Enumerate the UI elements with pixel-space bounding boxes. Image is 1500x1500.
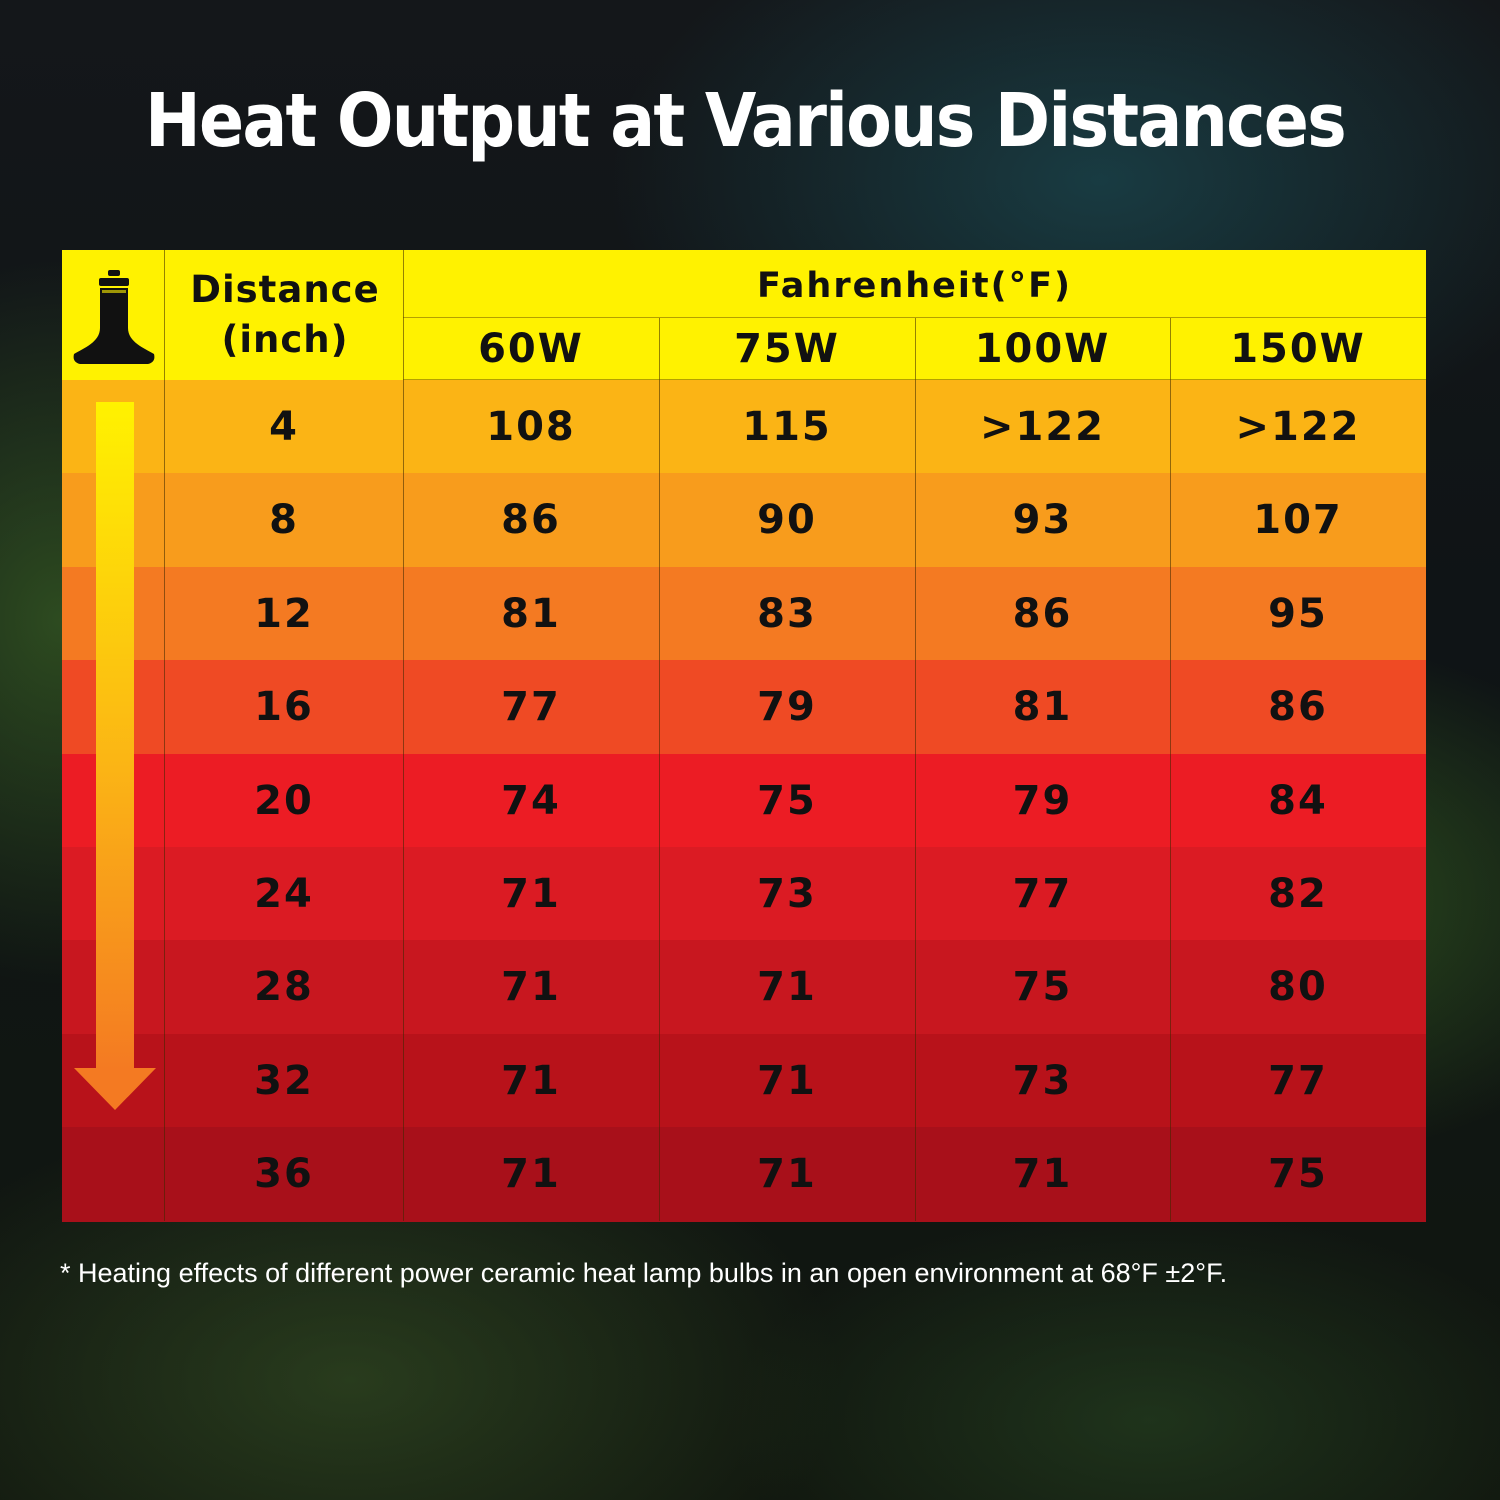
temperature-cell: >122 xyxy=(1235,404,1361,450)
temperature-cell: 81 xyxy=(501,590,561,637)
distance-cell: 32 xyxy=(254,1057,314,1104)
distance-header-line1: Distance xyxy=(190,268,380,311)
column-header-100w: 100W xyxy=(974,326,1111,372)
temperature-cell: 81 xyxy=(1012,684,1073,731)
distance-cell: 12 xyxy=(254,590,314,637)
temperature-cell: 93 xyxy=(1012,497,1073,544)
temperature-cell: 71 xyxy=(1012,1151,1073,1198)
temperature-cell: 71 xyxy=(501,964,561,1011)
temperature-cell: 75 xyxy=(1012,964,1073,1011)
column-header-150w: 150W xyxy=(1230,326,1366,372)
temperature-cell: 95 xyxy=(1268,590,1328,637)
temperature-cell: 77 xyxy=(501,684,561,731)
temperature-cell: 86 xyxy=(1268,684,1328,731)
temperature-cell: 77 xyxy=(1268,1057,1328,1104)
temperature-cell: 71 xyxy=(757,1151,817,1198)
row-band-1 xyxy=(62,473,1426,568)
temperature-cell: 86 xyxy=(501,497,561,544)
temperature-cell: 71 xyxy=(501,1151,561,1198)
temperature-cell: 84 xyxy=(1268,777,1328,824)
distance-cell: 36 xyxy=(254,1151,314,1198)
heat-output-table: Distance (inch) Fahrenheit(°F) 60W 75W 100… xyxy=(62,250,1426,1222)
temperature-cell: 108 xyxy=(486,404,576,450)
distance-cell: 8 xyxy=(269,497,299,544)
temperature-cell: 71 xyxy=(757,1057,817,1104)
temperature-cell: 71 xyxy=(501,1057,561,1104)
temperature-cell: 71 xyxy=(501,871,561,917)
temperature-cell: 75 xyxy=(1268,1151,1328,1198)
temperature-cell: 90 xyxy=(757,497,817,544)
distance-cell: 4 xyxy=(269,404,299,450)
row-band-4 xyxy=(62,753,1426,848)
row-band-2 xyxy=(62,566,1426,662)
column-header-75w: 75W xyxy=(734,326,840,372)
fahrenheit-group-header: Fahrenheit(°F) xyxy=(756,266,1073,306)
temperature-cell: 83 xyxy=(757,590,817,637)
distance-header-line2: (inch) xyxy=(221,318,349,361)
temperature-cell: 107 xyxy=(1253,497,1343,544)
distance-cell: 20 xyxy=(254,777,314,824)
heat-lamp-bulb-icon xyxy=(73,270,155,364)
row-band-3 xyxy=(62,660,1426,755)
temperature-cell: 71 xyxy=(757,964,817,1011)
temperature-cell: 82 xyxy=(1268,871,1328,917)
down-arrow-icon xyxy=(74,402,156,1110)
distance-cell: 16 xyxy=(254,684,314,731)
temperature-cell: >122 xyxy=(979,404,1105,450)
temperature-cell: 73 xyxy=(1012,1057,1073,1104)
row-band-7 xyxy=(62,1033,1426,1129)
footnote: * Heating effects of different power cer… xyxy=(60,1258,1228,1288)
distance-cell: 28 xyxy=(254,964,314,1011)
temperature-cell: 115 xyxy=(742,404,832,450)
page-title: Heat Output at Various Distances xyxy=(145,78,1347,164)
distance-cell: 24 xyxy=(254,871,314,917)
temperature-cell: 79 xyxy=(757,684,817,731)
temperature-cell: 86 xyxy=(1012,590,1073,637)
row-band-0 xyxy=(62,380,1426,475)
row-band-8 xyxy=(62,1127,1426,1222)
temperature-cell: 79 xyxy=(1012,777,1073,824)
temperature-cell: 75 xyxy=(757,777,817,824)
row-band-5 xyxy=(62,847,1426,942)
temperature-cell: 77 xyxy=(1012,871,1073,917)
temperature-cell: 74 xyxy=(501,777,561,824)
column-header-60w: 60W xyxy=(478,326,584,372)
temperature-cell: 73 xyxy=(757,871,817,917)
row-band-6 xyxy=(62,940,1426,1035)
temperature-cell: 80 xyxy=(1268,964,1328,1011)
